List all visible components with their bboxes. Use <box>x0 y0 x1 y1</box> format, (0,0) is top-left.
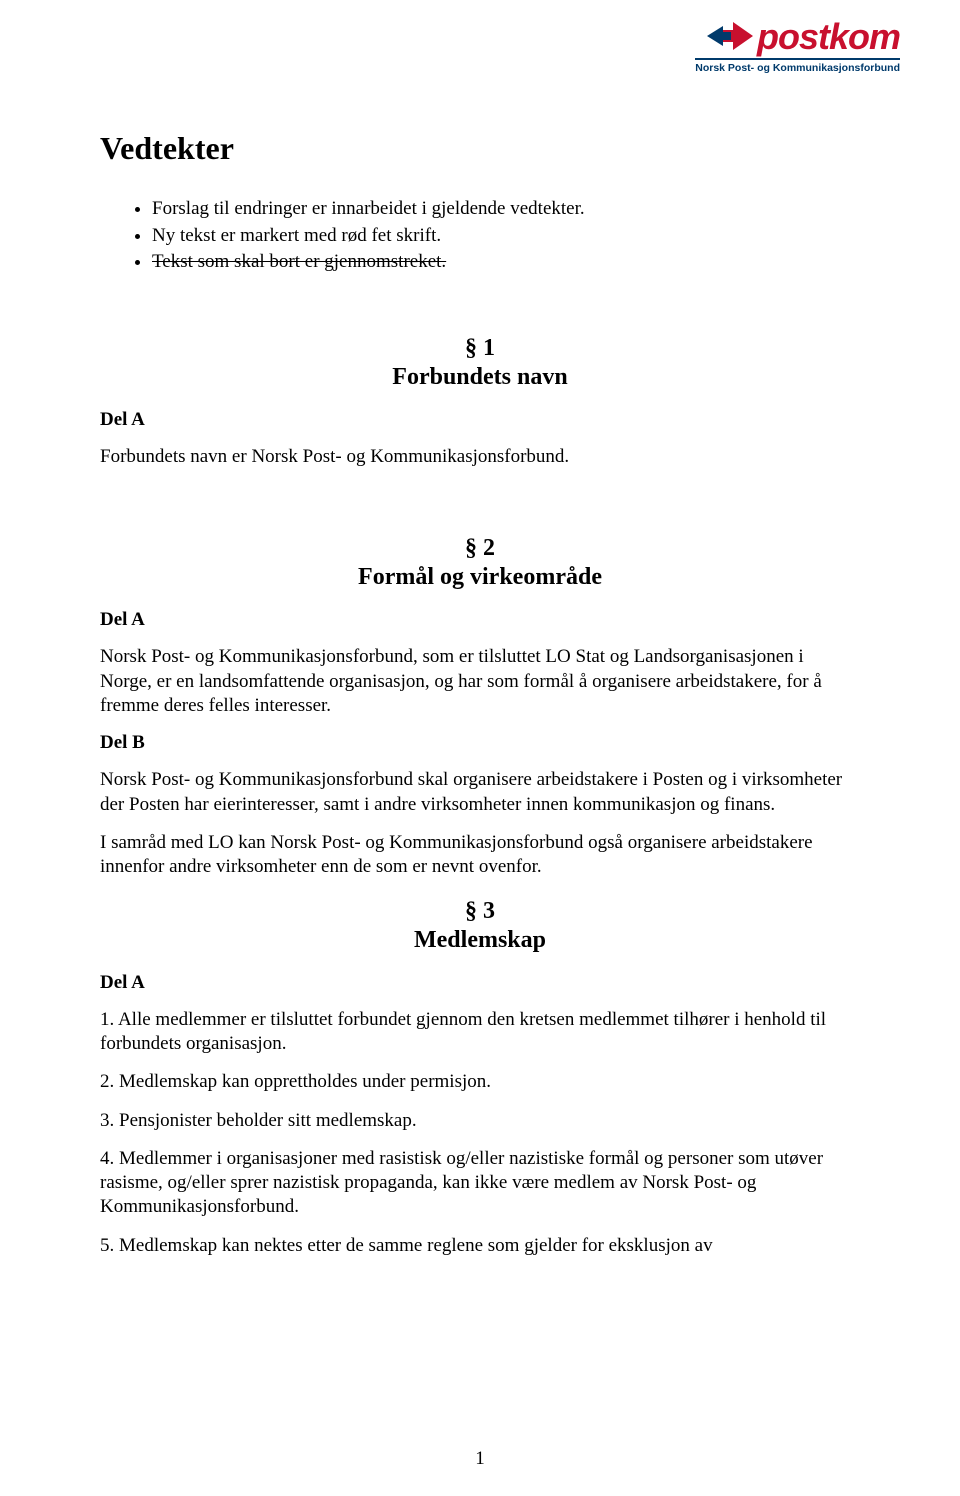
intro-bullet: Ny tekst er markert med rød fet skrift. <box>152 224 860 249</box>
document-title: Vedtekter <box>100 130 860 167</box>
paragraph: Norsk Post- og Kommunikasjonsforbund, so… <box>100 645 860 718</box>
struck-text: Tekst som skal bort er gjennomstreket. <box>152 251 446 272</box>
part-label: Del A <box>100 972 860 994</box>
logo-subline: Norsk Post- og Kommunikasjonsforbund <box>695 58 900 74</box>
list-item: 1. Alle medlemmer er tilsluttet forbunde… <box>100 1008 860 1057</box>
section-title: Forbundets navn <box>100 364 860 391</box>
section-title: Medlemskap <box>100 927 860 954</box>
logo-mark-icon <box>703 18 755 56</box>
document-page: postkom Norsk Post- og Kommunikasjonsfor… <box>0 0 960 1496</box>
list-item: 3. Pensjonister beholder sitt medlemskap… <box>100 1109 860 1133</box>
intro-list: Forslag til endringer er innarbeidet i g… <box>100 197 860 275</box>
section-title: Formål og virkeområde <box>100 564 860 591</box>
paragraph: Norsk Post- og Kommunikasjonsforbund ska… <box>100 768 860 817</box>
section-number: § 2 <box>100 535 860 562</box>
list-item: 4. Medlemmer i organisasjoner med rasist… <box>100 1147 860 1220</box>
intro-bullet: Tekst som skal bort er gjennomstreket. <box>152 250 860 275</box>
logo: postkom Norsk Post- og Kommunikasjonsfor… <box>600 18 900 76</box>
list-item: 2. Medlemskap kan opprettholdes under pe… <box>100 1070 860 1094</box>
paragraph: Forbundets navn er Norsk Post- og Kommun… <box>100 445 860 469</box>
paragraph: I samråd med LO kan Norsk Post- og Kommu… <box>100 831 860 880</box>
part-label: Del A <box>100 409 860 431</box>
part-label: Del B <box>100 732 860 754</box>
section-number: § 1 <box>100 335 860 362</box>
section-number: § 3 <box>100 898 860 925</box>
page-number: 1 <box>0 1448 960 1470</box>
logo-brand-name: postkom <box>757 19 900 55</box>
part-label: Del A <box>100 609 860 631</box>
intro-bullet: Forslag til endringer er innarbeidet i g… <box>152 197 860 222</box>
list-item: 5. Medlemskap kan nektes etter de samme … <box>100 1234 860 1258</box>
